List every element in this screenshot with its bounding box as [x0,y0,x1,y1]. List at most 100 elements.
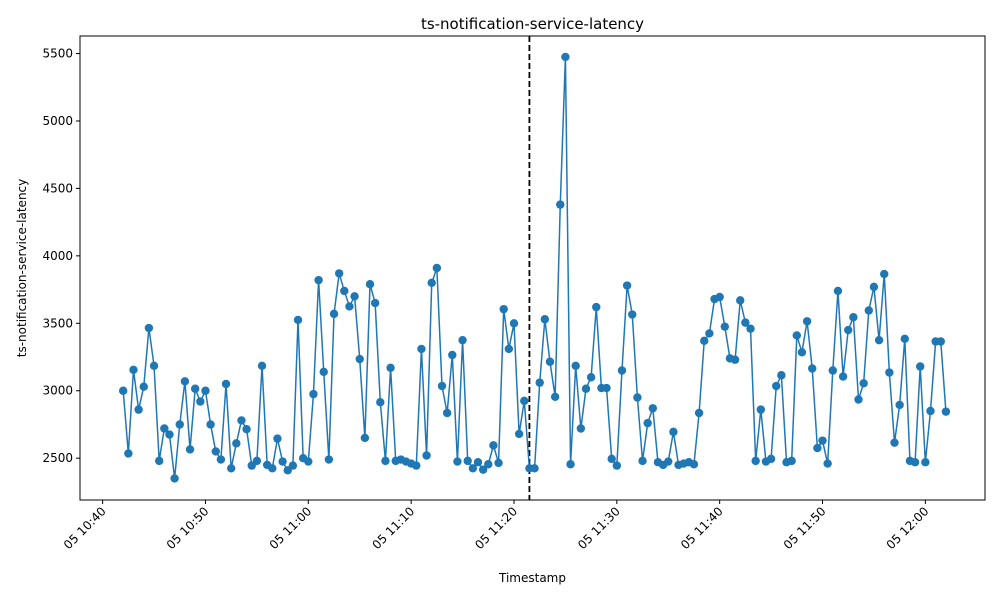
data-point [736,296,745,305]
data-point [628,310,637,319]
data-point [818,436,827,445]
data-point [257,361,267,370]
data-point [412,461,421,470]
data-point [828,366,837,375]
data-point [134,405,143,414]
data-point [792,331,801,340]
data-point [175,420,184,429]
plot-area [79,35,986,501]
data-point [432,263,442,273]
data-point [890,438,899,447]
data-point [458,335,467,345]
data-point [720,322,730,331]
data-point [190,384,200,393]
data-point [566,460,575,469]
data-point [355,354,364,364]
data-point [139,382,148,391]
data-point [478,465,488,474]
data-point [756,405,766,414]
data-point [874,335,884,345]
data-point [669,427,678,437]
y-tick-label: 5000 [42,114,73,128]
data-point [746,324,755,333]
data-point [766,454,776,464]
data-point [334,269,344,278]
data-point [376,398,385,407]
data-point [381,456,390,466]
data-point [849,313,858,322]
data-point [350,292,359,301]
data-point [545,357,555,366]
data-point [185,445,195,454]
data-point [463,456,472,466]
data-point [329,309,339,319]
data-point [288,461,298,470]
data-point [206,420,215,429]
data-point [180,377,190,386]
data-point [576,424,586,433]
data-point [813,443,822,453]
data-point [504,344,514,354]
data-point [854,395,863,404]
data-point [694,408,704,418]
data-point [149,361,159,370]
data-point [643,418,652,428]
data-point [864,306,873,315]
y-tick-label: 5500 [42,47,73,61]
data-point [772,381,781,391]
data-point [118,386,128,395]
data-point [437,381,447,391]
data-point [196,397,205,406]
data-point [144,323,154,333]
data-point [489,441,498,450]
data-point [664,457,673,466]
data-point [751,456,760,466]
y-tick-label: 2500 [42,451,73,465]
data-point [370,298,380,308]
data-point [324,455,334,464]
data-point [293,315,303,325]
data-point [859,379,868,388]
data-point [242,424,251,434]
data-point [741,318,750,327]
y-tick-label: 3000 [42,384,73,398]
data-point [648,404,658,413]
data-point [880,269,889,279]
data-point [365,279,375,289]
data-point [252,456,262,466]
data-point [700,336,709,346]
data-point [509,319,519,328]
data-point [936,337,945,346]
data-point [571,361,580,370]
data-point [160,424,169,433]
data-point [916,362,925,371]
data-point [921,458,930,467]
data-point [278,457,287,466]
data-point [535,378,544,387]
data-point [453,457,462,466]
data-point [124,449,133,458]
data-point [602,383,611,393]
data-point [730,355,740,364]
data-point [581,384,591,393]
data-point [910,458,920,467]
data-point [540,315,550,324]
y-tick-label: 4500 [42,181,73,195]
data-point [833,286,843,296]
data-point [154,456,164,466]
data-point [319,367,328,377]
data-point [689,460,699,469]
data-point [268,464,277,473]
data-point [442,408,452,418]
chart-title: ts-notification-service-latency [421,15,644,33]
data-point [237,416,246,425]
data-point [232,439,241,448]
data-point [715,292,724,302]
data-point [340,286,349,296]
data-point [386,363,395,373]
data-point [201,386,210,395]
data-point [304,457,313,466]
data-point [468,464,478,473]
data-point [514,429,524,439]
